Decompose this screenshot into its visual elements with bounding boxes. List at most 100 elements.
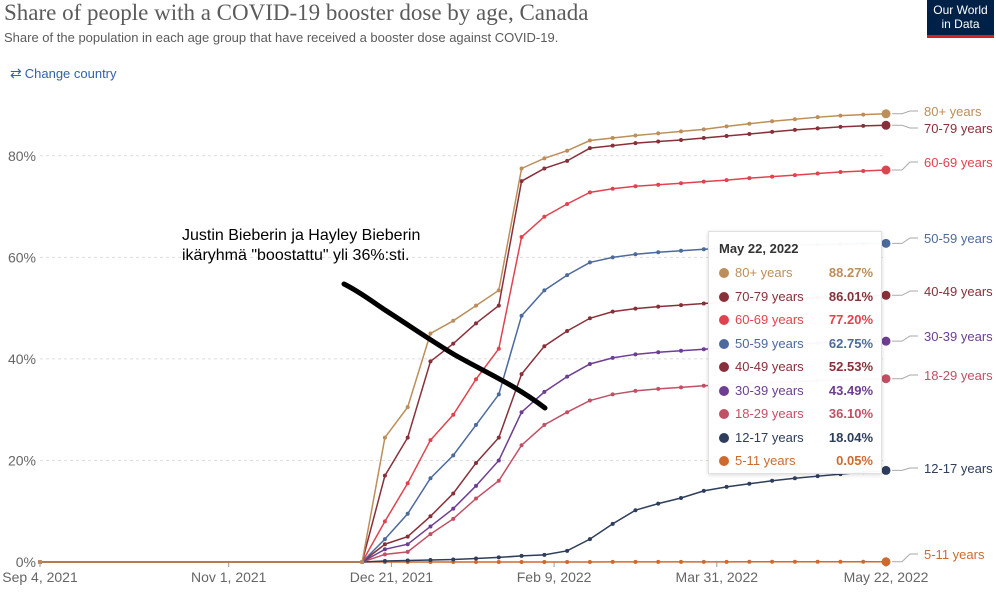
data-point [565, 158, 570, 163]
tooltip-value: 77.20% [828, 312, 873, 327]
data-point [451, 491, 456, 496]
data-point [565, 548, 570, 553]
end-label-leader [892, 467, 918, 471]
x-tick-label: Sep 4, 2021 [2, 569, 78, 585]
tooltip-date: May 22, 2022 [719, 241, 799, 256]
data-point [792, 127, 797, 132]
change-country-button[interactable]: ⇄ Change country [10, 65, 117, 82]
tooltip-label: 60-69 years [735, 312, 804, 327]
tooltip-row: 40-49 years 52.53% [719, 357, 879, 377]
data-point [382, 552, 387, 557]
data-point [496, 435, 501, 440]
data-point [474, 496, 479, 501]
tooltip-value: 88.27% [828, 265, 873, 280]
data-point [542, 560, 547, 564]
y-tick-label: 0% [16, 554, 36, 570]
y-tick-label: 40% [8, 351, 36, 367]
end-label: 70-79 years [924, 121, 993, 136]
data-point [815, 171, 820, 176]
data-point [565, 202, 570, 207]
data-point [38, 560, 42, 564]
legend-dot-icon [719, 291, 729, 302]
data-point [382, 558, 387, 563]
data-point [474, 303, 479, 308]
data-point [451, 318, 456, 323]
data-point [747, 176, 752, 181]
data-point [565, 148, 570, 153]
data-point [656, 386, 661, 391]
data-point [451, 506, 456, 511]
tooltip-row: 80+ years 88.27% [719, 263, 879, 283]
tooltip-row: 12-17 years 18.04% [719, 428, 879, 448]
tooltip-label: 50-59 years [735, 335, 804, 351]
data-point [496, 555, 501, 560]
data-point [724, 178, 729, 183]
data-point [565, 328, 570, 333]
data-point [519, 560, 524, 564]
data-point [679, 138, 684, 143]
data-point [679, 385, 684, 390]
data-point [542, 389, 547, 394]
data-point [474, 556, 479, 561]
data-point [701, 247, 706, 252]
end-label-leader [892, 335, 918, 342]
data-point [881, 557, 891, 567]
data-point [405, 481, 410, 486]
data-point [679, 348, 684, 353]
tooltip-label: 70-79 years [735, 288, 804, 304]
data-point [815, 126, 820, 131]
data-point [519, 443, 524, 448]
series-line [40, 469, 887, 563]
x-tick-label: Feb 9, 2022 [517, 569, 592, 585]
data-point [881, 120, 891, 130]
logo-line2: in Data [941, 17, 980, 31]
data-point [861, 123, 866, 128]
data-point [382, 537, 387, 542]
data-point [633, 559, 638, 564]
end-label-leader [892, 110, 918, 115]
data-point [565, 559, 570, 564]
data-point [881, 165, 891, 175]
data-point [679, 303, 684, 308]
tooltip-label: 80+ years [735, 265, 793, 280]
tooltip-label: 12-17 years [735, 429, 804, 445]
data-point [861, 559, 866, 564]
tooltip-value: 36.10% [828, 406, 873, 421]
legend-dot-icon [719, 409, 729, 419]
logo-line1: Our World [933, 3, 988, 17]
owid-logo[interactable]: Our World in Data [927, 0, 994, 38]
y-tick-label: 80% [8, 148, 36, 164]
data-point [496, 303, 501, 308]
tooltip-value: 52.53% [828, 359, 873, 374]
data-point [770, 129, 775, 134]
data-point [724, 559, 729, 564]
legend-dot-icon [719, 456, 729, 466]
data-point [881, 290, 891, 300]
data-point [633, 306, 638, 311]
data-point [881, 238, 891, 248]
data-point [519, 553, 524, 558]
data-point [881, 109, 891, 119]
data-point [792, 476, 797, 481]
data-point [587, 190, 592, 195]
data-point [496, 288, 501, 293]
data-point [405, 549, 410, 554]
data-point [428, 359, 433, 364]
data-point [861, 169, 866, 174]
data-point [428, 557, 433, 562]
legend-dot-icon [719, 315, 729, 325]
data-point [451, 412, 456, 417]
tooltip-label: 18-29 years [735, 406, 804, 421]
legend-dot-icon [719, 338, 729, 349]
end-label-leader [892, 553, 918, 563]
end-label: 50-59 years [924, 231, 993, 246]
data-point [701, 488, 706, 493]
data-point [701, 559, 706, 564]
tooltip-row: 60-69 years 77.20% [719, 310, 879, 330]
data-point [701, 127, 706, 132]
data-point [519, 410, 524, 415]
tooltip-row: 18-29 years 36.10% [719, 404, 879, 424]
data-point [747, 131, 752, 136]
data-point [451, 557, 456, 562]
